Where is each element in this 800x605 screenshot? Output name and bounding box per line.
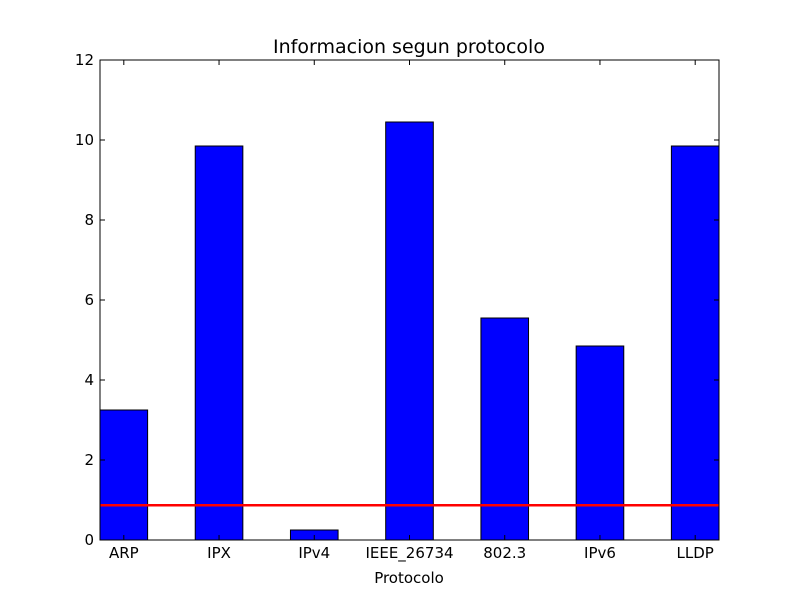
chart-title: Informacion segun protocolo xyxy=(273,36,545,58)
y-tick-label-0: 0 xyxy=(84,531,94,549)
x-tick-label-5: IPv6 xyxy=(584,544,616,562)
y-axis: 0 2 4 6 8 10 12 xyxy=(75,51,719,549)
y-tick-label-2: 4 xyxy=(84,371,94,389)
y-tick-label-5: 10 xyxy=(75,131,94,149)
x-axis: ARP IPX IPv4 IEEE_26734 802.3 IPv6 LLDP xyxy=(109,60,714,563)
y-tick-label-4: 8 xyxy=(84,211,94,229)
x-tick-label-1: IPX xyxy=(207,544,231,562)
bar-6 xyxy=(670,145,720,541)
bar-3 xyxy=(385,121,434,541)
y-tick-label-1: 2 xyxy=(84,451,94,469)
y-tick-label-3: 6 xyxy=(84,291,94,309)
bar-5 xyxy=(575,345,625,541)
x-tick-label-6: LLDP xyxy=(677,544,714,562)
x-tick-label-2: IPv4 xyxy=(298,544,330,562)
x-tick-label-4: 802.3 xyxy=(483,544,526,562)
y-tick-label-6: 12 xyxy=(75,51,94,69)
bar-4 xyxy=(480,317,530,541)
x-tick-label-3: IEEE_26734 xyxy=(365,544,453,563)
x-axis-label: Protocolo xyxy=(374,569,444,587)
x-tick-label-0: ARP xyxy=(109,544,139,562)
bars-layer xyxy=(99,121,720,541)
bar-1 xyxy=(194,145,244,541)
bar-0 xyxy=(99,409,149,541)
